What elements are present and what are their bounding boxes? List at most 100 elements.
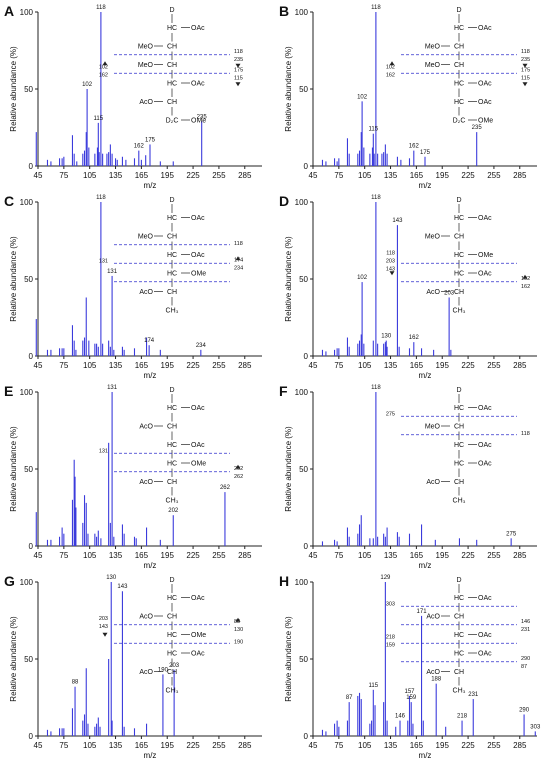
x-tick-label: 195 <box>161 551 175 560</box>
y-axis-label: Relative abundance (%) <box>9 46 18 132</box>
substituent-right: OAc <box>191 81 205 88</box>
substituent-left: AcO <box>139 99 153 106</box>
y-tick-label: 0 <box>304 352 309 361</box>
peak-label: 203 <box>169 663 180 669</box>
structure: DHCOAcCHAcOHCOAcHCOMeCHAcOCH₃131202262 <box>99 387 243 505</box>
x-tick-label: 105 <box>358 551 372 560</box>
panel-a: A 0 50 100 45 75 105 135 165 195 225 255 285 m/z Relat… <box>4 3 262 190</box>
x-tick-label: 135 <box>109 741 123 750</box>
x-tick-label: 135 <box>109 361 123 370</box>
x-tick-label: 105 <box>83 741 97 750</box>
x-tick-label: 255 <box>487 361 501 370</box>
y-axis-label: Relative abundance (%) <box>9 616 18 702</box>
x-tick-label: 195 <box>436 741 450 750</box>
x-tick-label: 75 <box>59 551 68 560</box>
fragment-label: 162 <box>386 72 395 78</box>
fragment-label: 203 <box>99 616 108 622</box>
peak-label: 87 <box>346 695 353 701</box>
substituent-left: AcO <box>139 669 153 676</box>
x-tick-label: 255 <box>487 551 501 560</box>
peak-label: 118 <box>96 195 106 201</box>
peak-label: 290 <box>519 707 530 713</box>
x-tick-label: 285 <box>513 741 527 750</box>
peak-label: 102 <box>357 275 368 281</box>
peak-label: 115 <box>369 127 379 133</box>
backbone-atom: HC <box>167 442 177 449</box>
x-tick-label: 225 <box>461 741 475 750</box>
fragment-label: 175 <box>234 67 243 73</box>
backbone-atom: CH <box>454 289 464 296</box>
peak-label: 218 <box>457 714 468 720</box>
peak-label: 159 <box>406 695 417 701</box>
arrow-up-icon <box>235 464 241 469</box>
panel-letter: E <box>4 383 13 399</box>
structure: D HC OAc CH MeO CH MeO HC OAc CH AcO D₂C OMe 118 235 10… <box>99 7 243 125</box>
peak-label: 175 <box>145 137 156 143</box>
peak-label: 118 <box>96 5 106 11</box>
backbone-atom: HC <box>454 252 464 259</box>
fragment-label: 234 <box>234 265 243 271</box>
backbone-atom: CH <box>167 424 177 431</box>
x-tick-label: 225 <box>186 361 200 370</box>
x-tick-label: 165 <box>135 171 149 180</box>
peak-label: 235 <box>197 114 208 120</box>
substituent-right: OAc <box>478 461 492 468</box>
backbone-atom: CH <box>167 99 177 106</box>
fragment-label: 87 <box>521 664 527 670</box>
panel-d: D 0 50 100 45 75 105 135 165 195 225 255 285 m/z Relat… <box>279 193 537 380</box>
panel-c: C 0 50 100 45 75 105 135 165 195 225 255 285 m/z Relat… <box>4 193 262 380</box>
peak-label: 171 <box>417 609 428 615</box>
backbone-atom: HC <box>167 651 177 658</box>
backbone-atom: HC <box>454 25 464 32</box>
fragment-label: 190 <box>234 639 243 645</box>
peak-label: 131 <box>107 385 118 391</box>
y-tick-label: 0 <box>304 732 309 741</box>
y-tick-label: 0 <box>304 162 309 171</box>
y-axis-label: Relative abundance (%) <box>9 236 18 322</box>
backbone-atom: HC <box>454 442 464 449</box>
x-tick-label: 285 <box>513 171 527 180</box>
peak-label: 143 <box>392 218 403 224</box>
x-tick-label: 75 <box>334 171 343 180</box>
fragment-label: 231 <box>521 627 530 633</box>
peak-label: 174 <box>144 338 155 344</box>
y-tick-label: 50 <box>24 275 33 284</box>
peak-label: 131 <box>107 269 118 275</box>
y-tick-label: 50 <box>299 465 308 474</box>
panel-f: F 0 50 100 45 75 105 135 165 195 225 255 285 m/z Relat… <box>279 383 537 570</box>
backbone-atom: CH₃ <box>166 688 179 695</box>
y-tick-label: 100 <box>20 388 34 397</box>
fragment-label: 303 <box>386 601 395 607</box>
x-axis-label: m/z <box>144 371 157 380</box>
fragment-label: 115 <box>521 75 530 81</box>
x-tick-label: 255 <box>212 551 226 560</box>
x-tick-label: 165 <box>135 551 149 560</box>
y-tick-label: 50 <box>24 465 33 474</box>
peak-label: 143 <box>117 584 128 590</box>
fragment-label: 159 <box>386 642 395 648</box>
substituent-right: OMe <box>191 632 206 639</box>
peak-label: 162 <box>134 144 145 150</box>
structure-top-label: D <box>169 197 174 204</box>
arrow-down-icon <box>235 82 241 87</box>
arrow-up-icon <box>522 274 528 279</box>
substituent-right: OAc <box>191 215 205 222</box>
structure: DHCOAcCHMeOHCOMeHCOAcCHAcOCH₃11820314310… <box>386 197 530 315</box>
peak-label: 88 <box>72 680 79 686</box>
fragment-label: 290 <box>521 656 530 662</box>
x-tick-label: 135 <box>384 741 398 750</box>
panel-letter: G <box>4 573 15 589</box>
peak-label: 162 <box>409 144 420 150</box>
x-tick-label: 255 <box>212 741 226 750</box>
x-tick-label: 225 <box>186 551 200 560</box>
backbone-atom: CH <box>454 234 464 241</box>
y-tick-label: 50 <box>24 85 33 94</box>
structure: D HC OAc CH AcO HC OAc HC OAc CH AcO CH₃ 303 146 231 21… <box>386 577 530 695</box>
y-tick-label: 0 <box>29 352 34 361</box>
peak-label: 303 <box>530 724 541 730</box>
substituent-right: OAc <box>191 651 205 658</box>
y-tick-label: 50 <box>299 85 308 94</box>
x-tick-label: 135 <box>109 551 123 560</box>
substituent-left: MeO <box>138 62 154 69</box>
x-tick-label: 45 <box>309 741 318 750</box>
